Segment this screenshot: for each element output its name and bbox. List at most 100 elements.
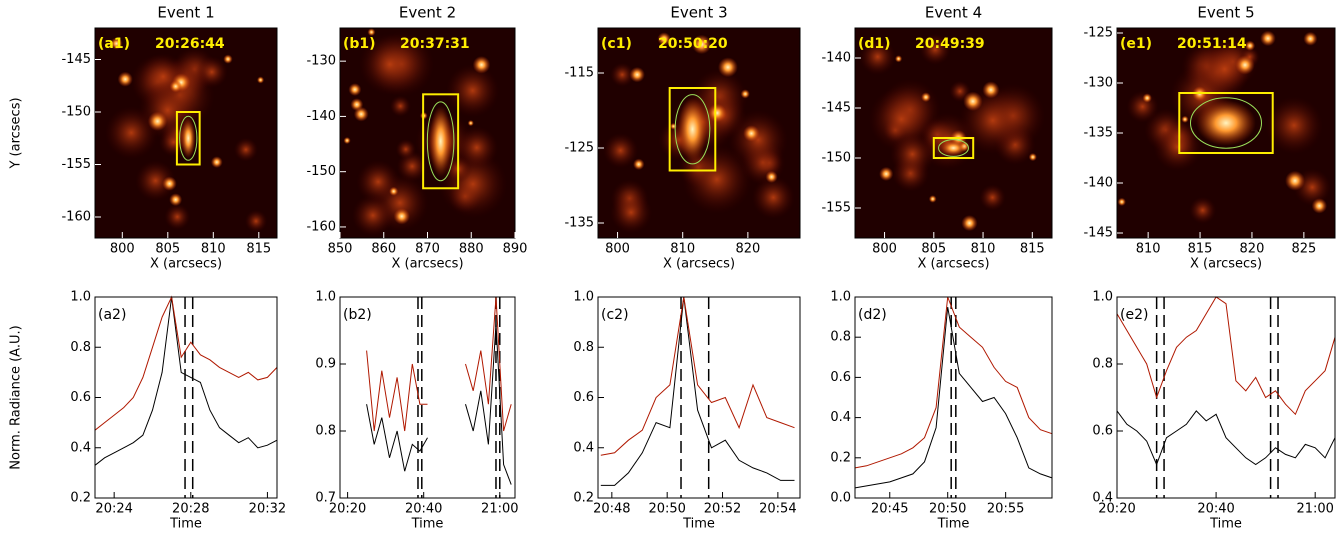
y-tick-label: 0.9 xyxy=(315,357,336,372)
image-bright xyxy=(389,186,399,196)
panel-label: (c2) xyxy=(601,307,629,323)
y-tick-label: -150 xyxy=(821,151,851,166)
y-tick-label: -160 xyxy=(306,219,336,234)
y-tick-label: 0.6 xyxy=(1092,424,1113,439)
y-tick-label: 0.6 xyxy=(70,390,91,405)
image-bright xyxy=(961,215,978,232)
event-brightening xyxy=(1196,100,1256,146)
plot-frame xyxy=(94,27,278,239)
x-tick-label: 20:40 xyxy=(1197,502,1234,517)
y-tick-label: -145 xyxy=(1083,226,1113,241)
image-haze xyxy=(395,139,416,160)
contour xyxy=(938,139,969,157)
image-haze xyxy=(351,194,394,237)
y-tick-label: 1.0 xyxy=(573,290,594,305)
image-bright xyxy=(353,106,369,122)
y-tick-label: 0.0 xyxy=(830,491,851,506)
radiance-line xyxy=(600,296,795,456)
image-haze xyxy=(244,209,268,233)
image-haze xyxy=(859,38,896,76)
x-tick-label: 20:54 xyxy=(759,502,796,517)
x-tick-label: 20:28 xyxy=(172,502,209,517)
contour xyxy=(1189,97,1263,149)
x-tick-label: 880 xyxy=(459,242,484,257)
event-box xyxy=(668,87,717,172)
x-tick-label: 20:55 xyxy=(987,502,1024,517)
radiance-line xyxy=(600,296,795,486)
image-haze xyxy=(389,95,411,117)
x-tick-label: 20:52 xyxy=(704,502,741,517)
image-bright xyxy=(717,57,738,78)
x-tick-label: 810 xyxy=(971,242,996,257)
image-haze xyxy=(233,137,258,162)
x-tick-label: 20:20 xyxy=(1098,502,1135,517)
image-haze xyxy=(610,191,653,234)
y-tick-label: -135 xyxy=(564,216,594,231)
x-tick-label: 20:24 xyxy=(95,502,132,517)
image-bright xyxy=(348,83,362,97)
plot-frame xyxy=(1116,296,1336,499)
y-tick-label: 0.4 xyxy=(1092,491,1113,506)
image-bright xyxy=(633,158,645,171)
image-bright xyxy=(1285,170,1305,191)
time-label: 20:50:20 xyxy=(658,36,728,52)
contour xyxy=(426,101,455,182)
x-axis-label: X (arcsecs) xyxy=(917,257,989,272)
x-tick-label: 21:00 xyxy=(481,502,518,517)
y-axis-label: Y (arcsecs) xyxy=(9,97,24,169)
x-axis-label: X (arcsecs) xyxy=(663,257,735,272)
y-tick-label: 1.0 xyxy=(1092,290,1113,305)
image-bright xyxy=(740,89,750,99)
panel-label: (d1) xyxy=(858,36,891,52)
image-bright xyxy=(691,34,712,55)
radiance-line xyxy=(94,296,278,466)
x-tick-label: 20:48 xyxy=(593,502,630,517)
x-tick-label: 810 xyxy=(670,242,695,257)
x-tick-label: 20:45 xyxy=(871,502,908,517)
time-label: 20:26:44 xyxy=(155,36,225,52)
x-tick-label: 815 xyxy=(1188,242,1213,257)
image-bright xyxy=(920,92,931,103)
image-haze xyxy=(751,176,795,219)
y-tick-label: -135 xyxy=(1083,126,1113,141)
y-tick-label: 0.4 xyxy=(830,410,851,425)
image-haze xyxy=(164,203,191,230)
x-tick-label: 890 xyxy=(503,242,528,257)
image-bright xyxy=(117,71,133,87)
y-tick-label: 0.7 xyxy=(315,491,336,506)
image-haze xyxy=(1198,42,1252,96)
image-bright xyxy=(1235,55,1255,75)
image-bright xyxy=(1303,31,1318,46)
panel-label: (d2) xyxy=(858,307,887,323)
x-axis-label: Time xyxy=(937,517,970,532)
event-box xyxy=(175,111,201,166)
y-tick-label: 0.2 xyxy=(70,491,91,506)
x-tick-label: 20:50 xyxy=(929,502,966,517)
y-tick-label: 0.8 xyxy=(830,330,851,345)
plot-frame xyxy=(854,27,1053,239)
image-bright xyxy=(1311,198,1328,214)
panel-title: Event 3 xyxy=(670,4,727,22)
y-tick-label: -130 xyxy=(1083,76,1113,91)
y-tick-label: -130 xyxy=(306,54,336,69)
y-tick-label: -155 xyxy=(61,157,91,172)
y-tick-label: -155 xyxy=(821,201,851,216)
x-tick-label: 800 xyxy=(872,242,897,257)
y-axis-label: Norm. Radiance (A.U.) xyxy=(9,325,24,469)
image-bright xyxy=(1260,30,1276,47)
image-haze xyxy=(919,33,951,65)
x-tick-label: 815 xyxy=(246,242,271,257)
panel-label: (e1) xyxy=(1120,36,1152,52)
plot-frame xyxy=(94,296,278,499)
x-tick-label: 805 xyxy=(921,242,946,257)
x-axis-label: Time xyxy=(411,517,444,532)
panel-label: (e2) xyxy=(1120,307,1148,323)
image-bright xyxy=(765,170,778,183)
image-bright xyxy=(963,91,983,112)
image-bright xyxy=(928,195,937,203)
x-tick-label: 20:20 xyxy=(329,502,366,517)
radiance-line xyxy=(1116,296,1336,416)
event-box xyxy=(1178,92,1274,154)
y-tick-label: 1.0 xyxy=(70,290,91,305)
